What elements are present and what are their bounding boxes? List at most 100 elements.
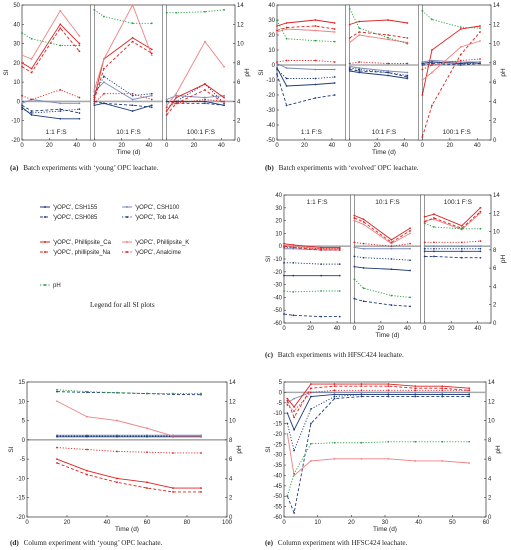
data-point <box>59 102 62 105</box>
y-tick-label: 5 <box>22 419 26 425</box>
y2-axis-label: pH <box>495 445 502 454</box>
data-point <box>333 441 336 444</box>
x-tick-label: 0 <box>25 520 29 526</box>
caption-b-text: Batch experiments with ‘evolved’ OPC lea… <box>279 164 419 172</box>
y-tick-label: 40 <box>268 3 275 9</box>
legend-marker <box>126 206 128 208</box>
series-line <box>166 83 225 104</box>
series-5 <box>56 400 202 437</box>
data-point <box>320 315 323 318</box>
data-point <box>362 256 365 259</box>
series-line <box>354 266 411 271</box>
y-tick-label: 40 <box>13 22 20 28</box>
series-line <box>94 93 152 104</box>
data-point <box>333 391 336 394</box>
data-point <box>314 68 317 71</box>
data-point <box>78 44 81 47</box>
series-line <box>56 391 202 396</box>
series-line <box>424 207 481 227</box>
y2-tick-label: 4 <box>488 476 492 482</box>
data-point <box>276 68 278 71</box>
y-tick-label: -50 <box>273 494 282 500</box>
data-point <box>276 73 278 75</box>
data-point <box>479 250 482 253</box>
data-point <box>358 31 361 33</box>
data-point <box>78 112 81 114</box>
data-point <box>360 395 363 398</box>
series-line <box>276 63 335 70</box>
data-point <box>390 245 393 248</box>
data-point <box>421 64 424 66</box>
data-point <box>348 41 351 44</box>
x-tick-label: 20 <box>64 520 71 526</box>
data-point <box>348 7 351 10</box>
series-1 <box>276 59 481 74</box>
data-point <box>293 416 295 419</box>
legend-marker <box>126 241 128 243</box>
data-point <box>175 11 178 14</box>
data-point <box>292 291 295 293</box>
series-line <box>422 60 481 63</box>
y-tick-label: 10 <box>275 231 282 237</box>
series-0 <box>276 61 481 87</box>
data-point <box>223 104 225 107</box>
data-point <box>293 474 295 477</box>
segment-divider <box>418 4 423 141</box>
data-point <box>59 23 62 26</box>
data-point <box>333 28 336 30</box>
data-point <box>479 58 481 60</box>
data-point <box>362 218 365 221</box>
data-point <box>293 410 295 412</box>
legend-marker <box>44 241 46 243</box>
segment-label: 10:1 F:S <box>375 199 400 206</box>
y-tick-label: -40 <box>273 295 282 301</box>
series-line <box>422 61 481 64</box>
y2-tick-label: 14 <box>237 3 244 9</box>
data-point <box>353 214 356 217</box>
data-point <box>353 246 356 249</box>
data-point <box>409 229 411 232</box>
data-point <box>441 389 444 392</box>
data-point <box>283 274 285 277</box>
data-point <box>431 64 433 66</box>
data-point <box>78 102 81 105</box>
data-point <box>390 238 393 241</box>
x-tick-label: 100 <box>222 520 233 526</box>
data-point <box>276 19 278 22</box>
data-point <box>338 315 341 318</box>
data-point <box>286 403 289 406</box>
data-point <box>314 25 317 27</box>
series-2 <box>276 62 481 107</box>
y-tick-label: 10 <box>18 399 25 405</box>
series-line <box>166 40 225 106</box>
series-line <box>283 243 340 248</box>
series-line <box>286 433 470 477</box>
x-tick-label: 40 <box>146 143 153 149</box>
data-point <box>200 487 202 489</box>
data-point <box>286 399 289 402</box>
data-point <box>387 71 390 74</box>
data-point <box>479 227 482 230</box>
data-point <box>431 49 433 51</box>
data-point <box>433 218 435 221</box>
y-tick-label: -30 <box>273 283 282 289</box>
data-point <box>285 67 288 69</box>
data-point <box>479 40 481 42</box>
y2-axis-label: pH <box>500 68 507 77</box>
data-point <box>479 25 481 27</box>
x-tick-label: 0 <box>93 143 97 149</box>
data-point <box>406 77 409 80</box>
data-point <box>310 387 312 390</box>
series-line <box>283 290 340 293</box>
data-point <box>387 383 390 385</box>
data-point <box>56 435 58 437</box>
data-point <box>165 100 168 103</box>
y-tick-label: -20 <box>11 138 20 144</box>
y-tick-label: -25 <box>273 442 282 448</box>
series-line <box>349 31 408 39</box>
data-point <box>204 100 206 103</box>
y-tick-label: -55 <box>273 505 282 511</box>
segment-label: 1:1 F:S <box>46 129 68 136</box>
data-point <box>387 62 390 65</box>
data-point <box>293 428 295 431</box>
